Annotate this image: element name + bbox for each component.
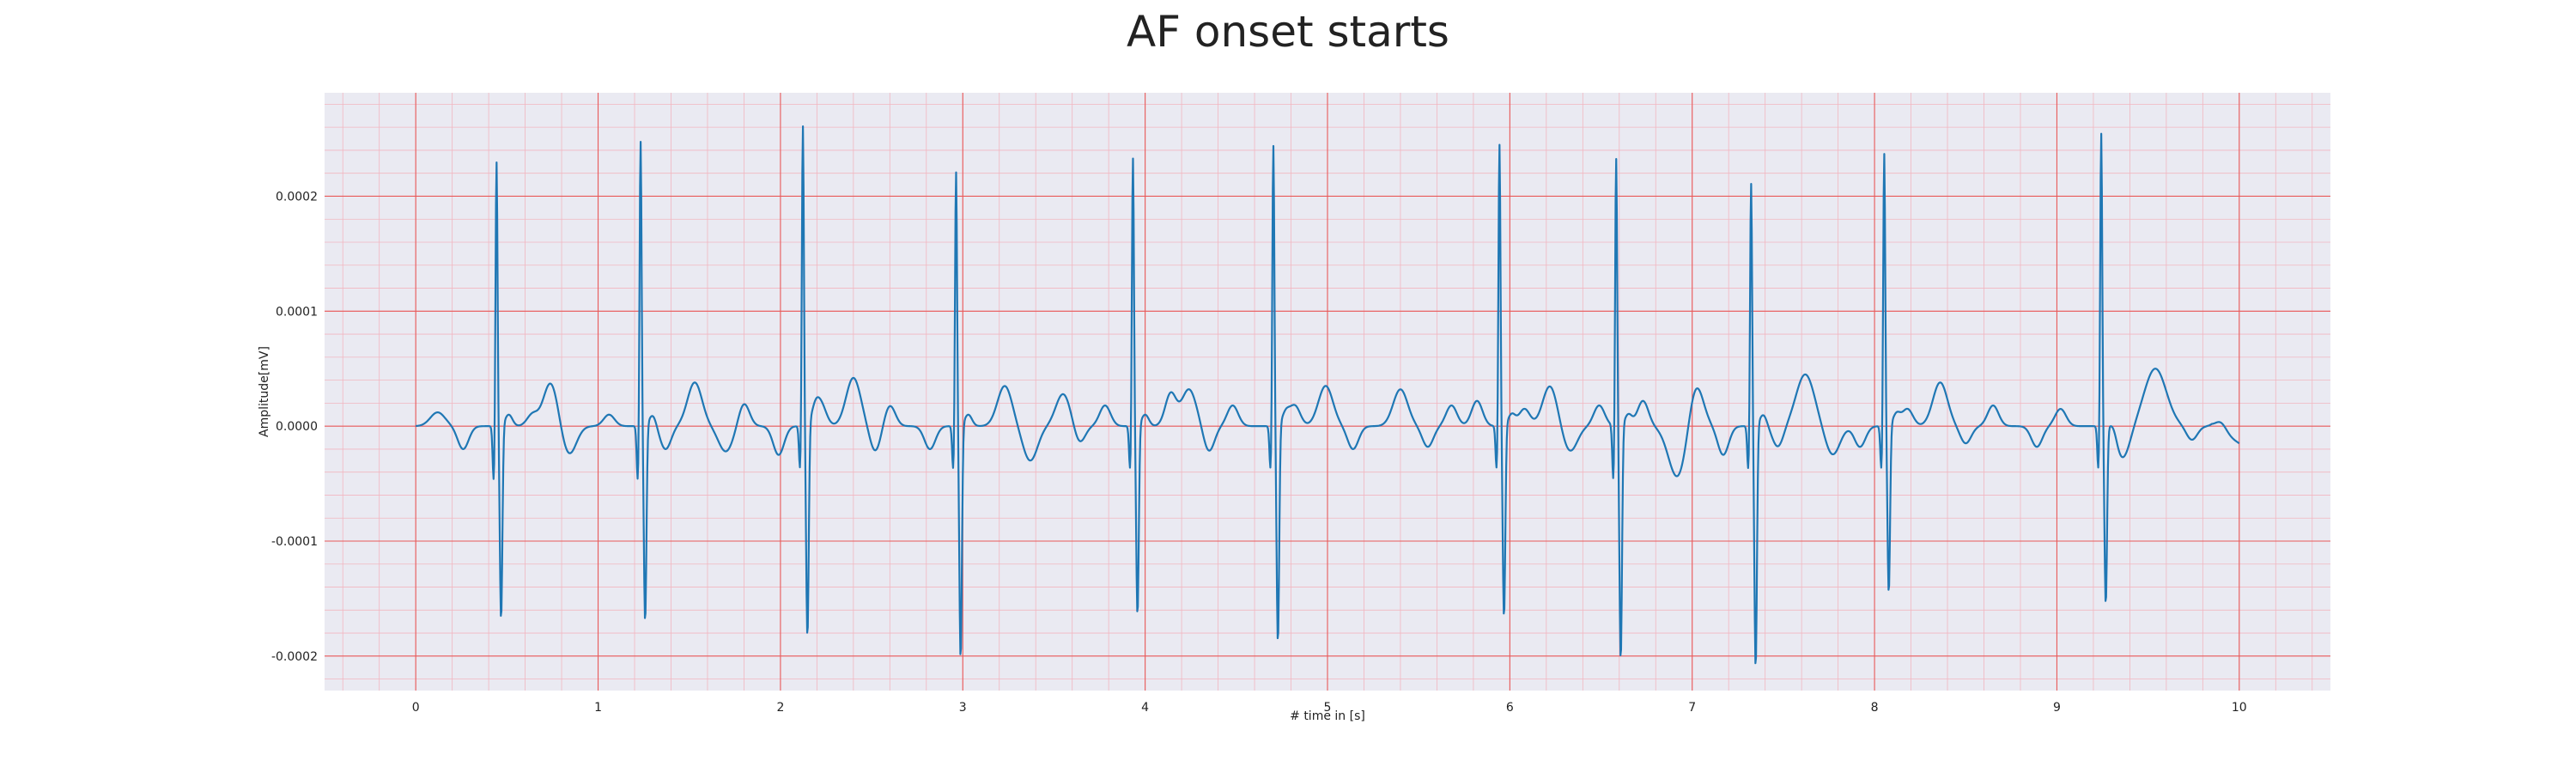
x-tick-label: 8 — [1871, 701, 1879, 715]
x-axis-label: # time in [s] — [1290, 709, 1365, 723]
ecg-series-line — [415, 125, 2240, 665]
y-tick-label: -0.0001 — [271, 535, 318, 549]
x-tick-label: 10 — [2232, 701, 2247, 715]
x-tick-label: 2 — [776, 701, 784, 715]
x-tick-label: 7 — [1688, 701, 1696, 715]
x-tick-label: 1 — [594, 701, 602, 715]
y-tick-label: -0.0002 — [271, 650, 318, 664]
major-grid — [325, 93, 2330, 691]
x-tick-label: 4 — [1141, 701, 1149, 715]
y-tick-label: 0.0000 — [276, 420, 318, 434]
x-tick-label: 6 — [1506, 701, 1514, 715]
x-tick-label: 9 — [2053, 701, 2061, 715]
x-tick-label: 0 — [412, 701, 420, 715]
y-axis-ticks: -0.0002 -0.0001 0.0000 0.0001 0.0002 — [271, 190, 318, 663]
x-axis-ticks: 0 1 2 3 4 5 6 7 8 9 10 — [412, 701, 2247, 715]
chart-title: AF onset starts — [1127, 7, 1449, 57]
x-tick-label: 5 — [1324, 701, 1332, 715]
y-tick-label: 0.0002 — [276, 190, 318, 204]
y-axis-label: Amplitude[mV] — [258, 346, 271, 437]
y-tick-label: 0.0001 — [276, 305, 318, 319]
x-tick-label: 3 — [959, 701, 967, 715]
